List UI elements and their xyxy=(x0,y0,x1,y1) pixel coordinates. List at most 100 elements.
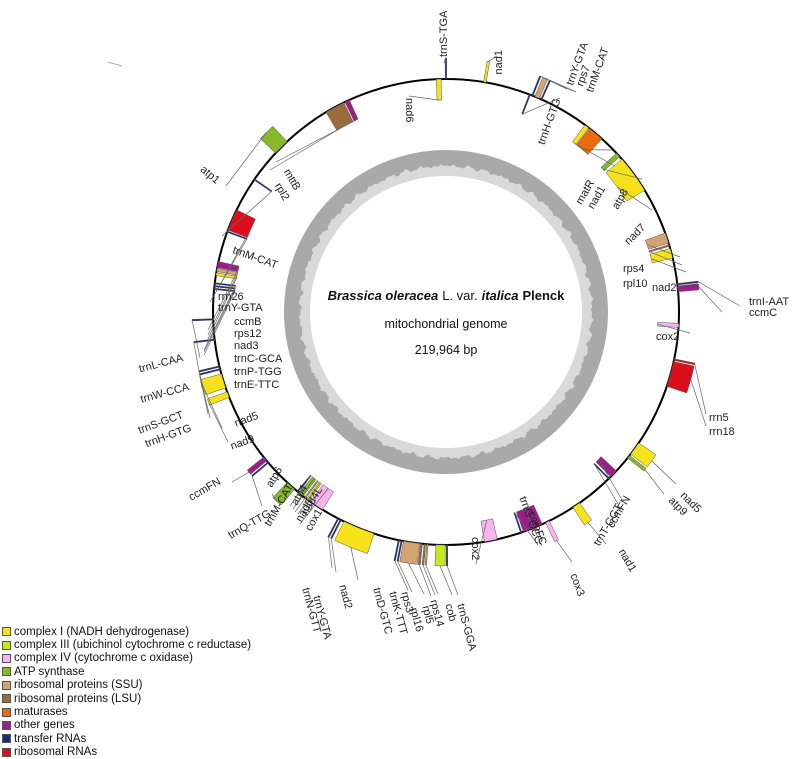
gene-rps3 xyxy=(400,541,420,564)
gene-ccmc xyxy=(678,284,699,292)
gene-label-nad1: nad1 xyxy=(616,547,639,574)
gene-label-rps12: rps12 xyxy=(234,328,262,340)
gene-label-trnh-gtg: trnH-GTG xyxy=(536,97,564,146)
legend-swatch xyxy=(2,641,11,650)
label-leader xyxy=(232,472,249,482)
label-leader xyxy=(252,476,262,506)
gene-label-rpl10: rpl10 xyxy=(623,278,647,290)
legend: complex I (NADH dehydrogenase)complex II… xyxy=(2,625,251,759)
gene-nad1 xyxy=(573,503,592,525)
label-leader xyxy=(426,565,438,594)
gene-label-rps4: rps4 xyxy=(623,263,644,275)
legend-label: complex I (NADH dehydrogenase) xyxy=(14,626,189,638)
gene-label-ccmb: ccmB xyxy=(234,316,262,328)
legend-swatch xyxy=(2,694,11,703)
gene-label-trny-gta: trnY-GTA xyxy=(218,302,263,314)
gene-nad6 xyxy=(436,79,441,100)
gene-label-nad9: nad9 xyxy=(229,433,256,453)
gene-trns-gga xyxy=(446,545,448,566)
gene-label-nad3: nad3 xyxy=(234,340,258,352)
legend-label: complex IV (cytochrome c oxidase) xyxy=(14,652,193,664)
label-leader xyxy=(651,259,686,272)
legend-label: ribosomal RNAs xyxy=(14,746,97,758)
gc-content-ring xyxy=(284,150,608,474)
legend-label: ribosomal proteins (LSU) xyxy=(14,693,141,705)
label-leader xyxy=(192,320,200,358)
gene-trnl-caa xyxy=(192,319,213,321)
gene-label-nad7: nad7 xyxy=(622,222,648,248)
label-leader xyxy=(698,282,740,306)
gene-label-rrn5: rrn5 xyxy=(709,412,729,424)
gene-label-trnt-ggt: trnT-GGT xyxy=(591,502,625,548)
scale-tick-mark xyxy=(108,62,122,66)
gene-label-trnw-cca: trnW-CCA xyxy=(139,381,191,406)
label-leader xyxy=(652,461,676,484)
legend-item-complexI: complex I (NADH dehydrogenase) xyxy=(2,625,251,638)
gene-label-trns-tga: trnS-TGA xyxy=(438,10,450,57)
gene-label-trne-ttc: trnE-TTC xyxy=(234,379,279,391)
legend-swatch xyxy=(2,748,11,757)
legend-swatch xyxy=(2,627,11,636)
legend-label: ribosomal proteins (SSU) xyxy=(14,679,142,691)
gene-label-trnm-cat: trnM-CAT xyxy=(262,482,296,529)
legend-label: ATP synthase xyxy=(14,666,85,678)
gene-label-trns-gga: trnS-GGA xyxy=(454,602,478,652)
legend-item-ssu: ribosomal proteins (SSU) xyxy=(2,679,251,692)
legend-item-mat: maturases xyxy=(2,705,251,718)
gene-trnm-cat xyxy=(254,179,272,192)
label-leader xyxy=(208,402,228,442)
legend-item-complexIII: complex III (ubichinol cytochrome c redu… xyxy=(2,638,251,651)
gene-label-nad6: nad6 xyxy=(403,98,415,122)
legend-label: other genes xyxy=(14,719,75,731)
legend-label: complex III (ubichinol cytochrome c redu… xyxy=(14,639,251,651)
legend-item-atp: ATP synthase xyxy=(2,665,251,678)
gene-label-cox2: cox2 xyxy=(656,331,679,343)
legend-item-other: other genes xyxy=(2,719,251,732)
legend-swatch xyxy=(2,667,11,676)
label-leader xyxy=(351,548,358,580)
gene-label-nad2: nad2 xyxy=(652,282,676,294)
gene-label-nad1: nad1 xyxy=(493,50,505,74)
legend-item-complexIV: complex IV (cytochrome c oxidase) xyxy=(2,652,251,665)
legend-item-trna: transfer RNAs xyxy=(2,732,251,745)
gene-label-trnp-tgg: trnP-TGG xyxy=(234,366,282,378)
legend-swatch xyxy=(2,721,11,730)
label-leader xyxy=(699,287,722,312)
gene-trns-tga xyxy=(445,58,447,79)
gene-atp1 xyxy=(260,126,287,153)
gc-ring-center xyxy=(310,176,582,448)
legend-item-lsu: ribosomal proteins (LSU) xyxy=(2,692,251,705)
gene-nad5 xyxy=(201,374,226,395)
gene-label-rrn26: rrn26 xyxy=(218,291,244,303)
gene-label-ccmfn: ccmFN xyxy=(187,476,223,504)
label-leader xyxy=(440,566,452,595)
label-leader xyxy=(695,364,706,414)
label-leader xyxy=(395,561,408,590)
gene-cob xyxy=(435,545,445,566)
genome-size: 219,964 bp xyxy=(415,343,478,357)
gene-label-trnc-gca: trnC-GCA xyxy=(234,353,283,365)
gene-label-atp1: atp1 xyxy=(198,164,222,187)
gene-cox2 xyxy=(481,519,497,542)
gene-rrn18 xyxy=(667,362,694,393)
legend-swatch xyxy=(2,654,11,663)
label-leader xyxy=(557,541,572,562)
gene-nad2 xyxy=(335,521,374,553)
gene-label-cox2: cox2 xyxy=(469,537,481,560)
legend-swatch xyxy=(2,734,11,743)
label-leader xyxy=(203,387,222,428)
gene-label-nad2: nad2 xyxy=(336,583,354,610)
gene-nad1 xyxy=(484,61,490,82)
gene-label-trnl-caa: trnL-CAA xyxy=(138,352,185,375)
label-leader xyxy=(447,566,458,595)
gene-label-rrn18: rrn18 xyxy=(709,426,735,438)
legend-item-rrna: ribosomal RNAs xyxy=(2,746,251,759)
gene-label-ccmc: ccmC xyxy=(749,307,777,319)
label-leader xyxy=(645,470,664,494)
genome-type: mitochondrial genome xyxy=(385,317,508,331)
legend-swatch xyxy=(2,708,11,717)
label-leader xyxy=(226,132,266,186)
legend-label: transfer RNAs xyxy=(14,733,86,745)
legend-label: maturases xyxy=(14,706,68,718)
